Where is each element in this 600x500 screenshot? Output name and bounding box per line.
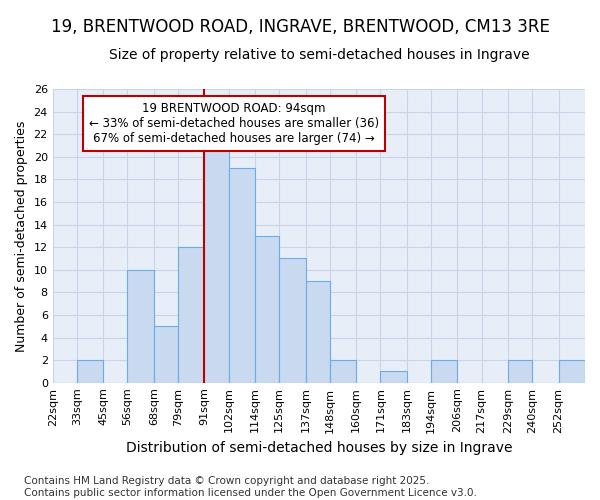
Bar	[229, 168, 255, 382]
Bar	[205, 134, 229, 382]
Text: 19 BRENTWOOD ROAD: 94sqm
← 33% of semi-detached houses are smaller (36)
67% of s: 19 BRENTWOOD ROAD: 94sqm ← 33% of semi-d…	[89, 102, 379, 146]
Text: Contains HM Land Registry data © Crown copyright and database right 2025.
Contai: Contains HM Land Registry data © Crown c…	[24, 476, 477, 498]
Bar	[279, 258, 305, 382]
Y-axis label: Number of semi-detached properties: Number of semi-detached properties	[15, 120, 28, 352]
Bar	[380, 372, 407, 382]
X-axis label: Distribution of semi-detached houses by size in Ingrave: Distribution of semi-detached houses by …	[125, 441, 512, 455]
Bar	[178, 247, 205, 382]
Bar	[255, 236, 279, 382]
Text: 19, BRENTWOOD ROAD, INGRAVE, BRENTWOOD, CM13 3RE: 19, BRENTWOOD ROAD, INGRAVE, BRENTWOOD, …	[50, 18, 550, 36]
Bar	[305, 281, 330, 382]
Title: Size of property relative to semi-detached houses in Ingrave: Size of property relative to semi-detach…	[109, 48, 529, 62]
Bar	[127, 270, 154, 382]
Bar	[508, 360, 532, 382]
Bar	[77, 360, 103, 382]
Bar	[330, 360, 356, 382]
Bar	[431, 360, 457, 382]
Bar	[559, 360, 585, 382]
Bar	[154, 326, 178, 382]
